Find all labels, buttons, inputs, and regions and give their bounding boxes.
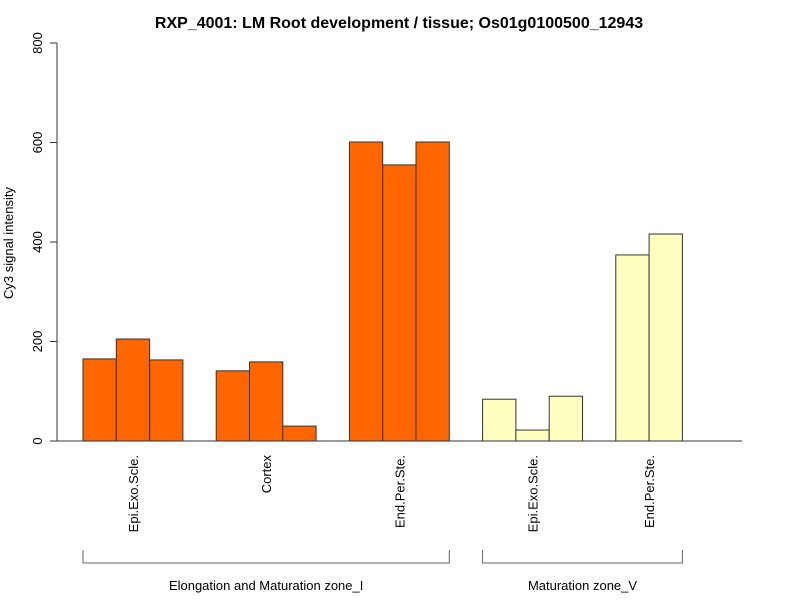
group-bracket [482, 550, 683, 564]
bar [648, 233, 683, 442]
chart-title: RXP_4001: LM Root development / tissue; … [155, 15, 643, 32]
bars [82, 141, 683, 442]
bar [249, 361, 284, 442]
bar [82, 358, 117, 442]
bar [282, 425, 317, 442]
bar [382, 164, 417, 442]
bar [348, 141, 384, 442]
group-brackets: Elongation and Maturation zone_I Maturati… [82, 550, 683, 593]
group-bracket [82, 550, 450, 564]
group-label: Maturation zone_V [528, 578, 637, 593]
x-tick-labels: Epi.Exo.Scle. Cortex End.Per.Ste. Epi.Exo.S… [126, 455, 657, 533]
bar [482, 398, 517, 442]
x-tick-label: Epi.Exo.Scle. [526, 455, 541, 532]
bar [415, 141, 450, 442]
y-tick-label: 600 [30, 132, 45, 154]
bar [115, 338, 151, 442]
bar [548, 395, 584, 442]
x-tick-label: Cortex [259, 455, 274, 494]
bar [215, 370, 250, 442]
y-tick-label: 800 [30, 32, 45, 54]
bar [615, 254, 650, 442]
y-axis-label: Cy3 signal intensity [1, 187, 16, 299]
group-label: Elongation and Maturation zone_I [169, 578, 363, 593]
y-tick-label: 0 [30, 437, 45, 444]
y-tick-label: 200 [30, 331, 45, 353]
x-tick-label: Epi.Exo.Scle. [126, 455, 141, 532]
x-tick-label: End.Per.Ste. [392, 455, 407, 528]
bar [515, 429, 550, 442]
x-tick-label: End.Per.Ste. [642, 455, 657, 528]
y-tick-label: 400 [30, 231, 45, 253]
bar [149, 359, 184, 442]
y-axis: 0 200 400 600 800 [30, 32, 58, 445]
